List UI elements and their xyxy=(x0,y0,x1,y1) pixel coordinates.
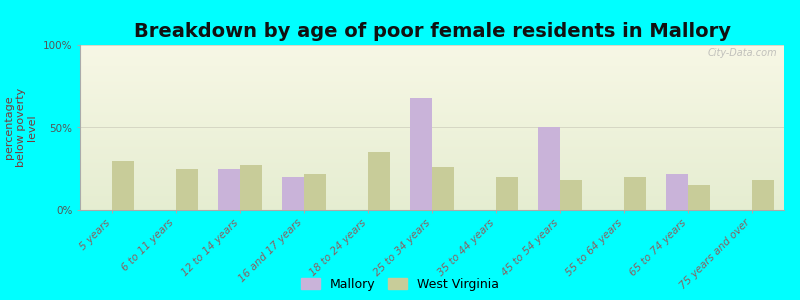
Bar xyxy=(688,185,710,210)
Text: City-Data.com: City-Data.com xyxy=(707,48,777,58)
Bar xyxy=(176,169,198,210)
Bar xyxy=(410,98,432,210)
Bar xyxy=(240,165,262,210)
Bar xyxy=(624,177,646,210)
Legend: Mallory, West Virginia: Mallory, West Virginia xyxy=(301,278,499,291)
Bar xyxy=(112,160,134,210)
Bar xyxy=(496,177,518,210)
Bar xyxy=(538,128,560,210)
Y-axis label: percentage
below poverty
level: percentage below poverty level xyxy=(4,88,38,167)
Bar xyxy=(666,174,688,210)
Bar xyxy=(282,177,304,210)
Bar xyxy=(218,169,240,210)
Title: Breakdown by age of poor female residents in Mallory: Breakdown by age of poor female resident… xyxy=(134,22,730,41)
Bar xyxy=(752,180,774,210)
Bar xyxy=(560,180,582,210)
Bar xyxy=(368,152,390,210)
Bar xyxy=(304,174,326,210)
Bar xyxy=(432,167,454,210)
